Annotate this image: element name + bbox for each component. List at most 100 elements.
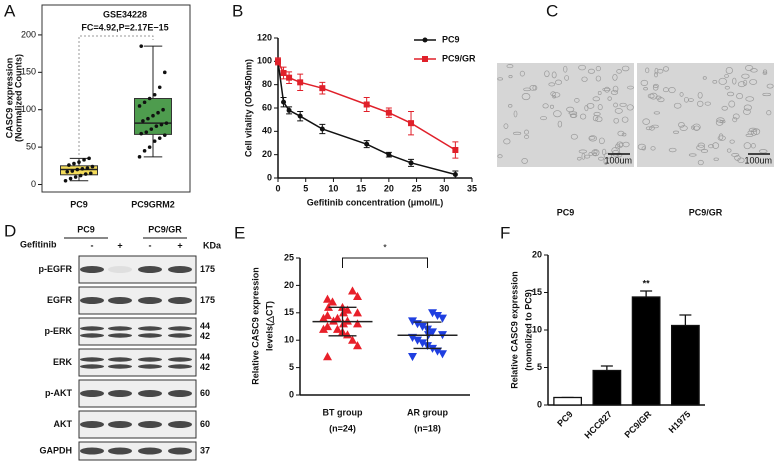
cell	[607, 96, 612, 101]
band	[80, 297, 104, 304]
cell	[597, 156, 605, 161]
cell	[595, 65, 601, 72]
kda-label: 42	[200, 331, 210, 341]
band	[168, 297, 192, 304]
cell	[503, 138, 511, 145]
x-tick-label: H1975	[667, 409, 693, 435]
kda-label: 60	[200, 419, 210, 429]
cell	[654, 72, 659, 78]
data-point	[156, 110, 160, 115]
cell	[503, 123, 509, 129]
cell	[612, 85, 619, 93]
cell	[544, 70, 550, 78]
cell	[679, 92, 684, 97]
cell	[657, 97, 665, 103]
cell	[552, 95, 557, 99]
cell	[587, 68, 596, 74]
band	[80, 357, 104, 362]
bar	[670, 324, 700, 406]
cell	[626, 104, 634, 111]
data-point	[157, 85, 162, 90]
cell	[696, 144, 705, 151]
cell	[613, 102, 619, 108]
marker	[386, 152, 392, 158]
cell	[762, 71, 768, 75]
cell	[763, 69, 768, 74]
error-bar	[640, 290, 653, 297]
bar	[631, 296, 661, 406]
data-point	[339, 308, 348, 317]
y-tick-label: 15	[284, 307, 294, 317]
y-tick-label: 50	[26, 141, 36, 151]
cell	[745, 133, 754, 137]
cell	[553, 110, 562, 118]
x-tick-label: 10	[328, 183, 338, 193]
data-point	[137, 104, 142, 108]
cell	[749, 79, 758, 85]
legend-marker	[422, 37, 428, 43]
cell	[732, 116, 738, 123]
band	[80, 421, 104, 428]
marker	[281, 99, 287, 105]
significance-bracket	[78, 35, 154, 155]
cell	[673, 130, 680, 134]
band	[168, 333, 192, 338]
cell	[551, 92, 561, 98]
data-point	[142, 149, 147, 153]
legend-label: PC9/GR	[442, 53, 476, 63]
plot-frame	[41, 4, 191, 193]
protein-label: p-AKT	[45, 388, 72, 398]
data-point	[353, 319, 362, 328]
band	[108, 421, 132, 428]
cell	[718, 133, 724, 141]
x-tick-label: PC9/GR	[622, 409, 653, 440]
cell	[673, 102, 682, 109]
data-point	[70, 169, 75, 173]
cell	[523, 134, 530, 139]
y-tick-label: 0	[537, 399, 542, 409]
legend-label: PC9	[442, 34, 460, 44]
x-tick-label: 0	[275, 183, 280, 193]
cell-line-label: PC9	[77, 224, 95, 234]
data-point	[323, 294, 332, 303]
band	[108, 333, 132, 338]
cell	[729, 139, 735, 144]
band	[138, 297, 162, 304]
cell	[753, 128, 761, 135]
cell	[744, 65, 754, 72]
cell	[564, 75, 570, 81]
marker	[452, 172, 458, 177]
bar	[592, 369, 622, 406]
band	[138, 357, 162, 362]
cell	[566, 106, 575, 113]
x-tick-label: 15	[356, 183, 366, 193]
y-axis-label: (nomolized to PC9)	[523, 289, 533, 371]
data-point	[323, 352, 332, 361]
panel-letter: E	[234, 223, 245, 242]
cell	[758, 149, 768, 154]
cell	[697, 159, 704, 166]
data-point	[428, 309, 437, 318]
cell	[652, 83, 659, 88]
treatment-label: Gefitinib	[20, 239, 57, 249]
x-tick-label: 25	[412, 183, 422, 193]
cell	[542, 103, 549, 109]
marker	[364, 141, 370, 147]
cell	[724, 85, 730, 90]
panel-letter: A	[4, 1, 16, 20]
cell	[668, 147, 677, 153]
y-tick-label: 150	[21, 67, 36, 77]
protein-label: GAPDH	[39, 445, 72, 455]
cell	[743, 108, 751, 115]
cell	[678, 122, 685, 128]
cell	[555, 79, 563, 85]
x-tick-label: 5	[303, 183, 308, 193]
y-tick-label: 5	[537, 362, 542, 372]
cell	[548, 82, 556, 87]
sd-bar	[413, 321, 442, 350]
marker	[297, 79, 304, 86]
band	[108, 357, 132, 362]
data-point	[80, 167, 85, 171]
data-point	[323, 322, 332, 331]
cell	[508, 75, 513, 79]
